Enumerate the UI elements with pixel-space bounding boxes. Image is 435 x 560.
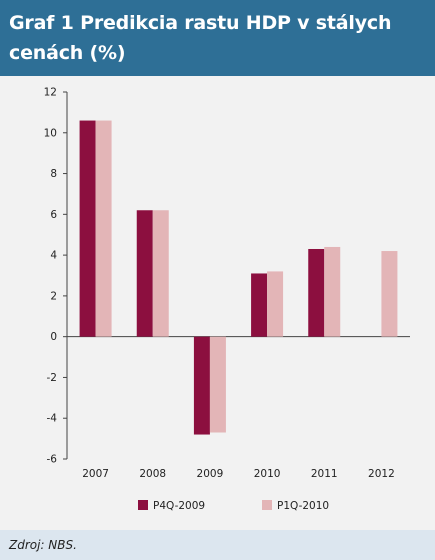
bar-chart: -6 -4 -2 0 2 4 6 8 10 12 2007 2008 2009 2010 2011 2012 P… [44,87,410,512]
y-tick-label: 6 [50,209,57,221]
bar-p1q-2010-2011 [324,246,341,337]
legend-swatch-p4q-2009 [138,500,148,510]
x-tick-label: 2009 [197,468,224,480]
x-tick-label: 2012 [368,468,395,480]
source-note: Zdroj: NBS. [9,538,77,552]
x-tick-label: 2008 [139,468,166,480]
bar-p1q-2010-2008 [152,210,169,337]
bar-p4q-2009-2011 [308,248,325,337]
bar-p1q-2010-2007 [95,120,112,337]
y-tick-label: 0 [50,331,57,343]
y-tick-label: -6 [47,454,58,466]
bar-p4q-2009-2007 [79,120,96,337]
bar-p4q-2009-2009 [193,336,210,435]
y-tick-label: 4 [50,250,57,262]
y-tick-label: -2 [47,372,57,384]
legend-label-p1q-2010: P1Q-2010 [277,500,329,512]
source-footer: Zdroj: NBS. [0,530,435,560]
y-tick-label: 12 [44,87,57,99]
chart-title: Graf 1 Predikcia rastu HDP v stálych cen… [9,12,392,64]
bar-p4q-2009-2010 [251,273,268,337]
legend-label-p4q-2009: P4Q-2009 [153,500,205,512]
y-tick-label: -4 [47,413,58,425]
bar-p1q-2010-2009 [209,336,226,433]
x-tick-label: 2010 [254,468,281,480]
y-tick-label: 10 [44,127,57,139]
y-tick-label: 8 [50,168,57,180]
chart-header: Graf 1 Predikcia rastu HDP v stálych cen… [0,0,435,76]
chart-area: -6 -4 -2 0 2 4 6 8 10 12 2007 2008 2009 2010 2011 2012 P… [0,76,435,530]
bar-p4q-2009-2008 [136,210,153,337]
legend-swatch-p1q-2010 [262,500,272,510]
y-tick-label: 2 [50,290,57,302]
x-tick-label: 2007 [82,468,109,480]
bar-p1q-2010-2010 [267,271,284,337]
x-tick-label: 2011 [311,468,338,480]
bar-p1q-2010-2012 [381,251,398,337]
